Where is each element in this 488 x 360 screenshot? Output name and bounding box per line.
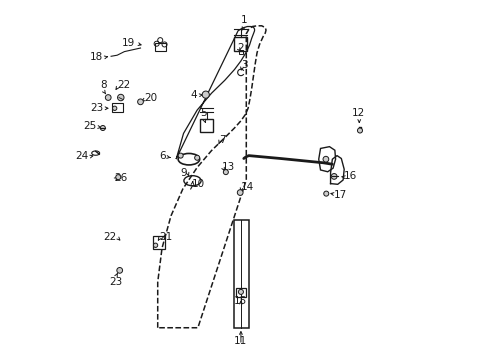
Text: 25: 25 (82, 121, 96, 131)
Text: 26: 26 (115, 173, 128, 183)
Text: 12: 12 (351, 108, 365, 118)
Circle shape (330, 174, 336, 179)
Text: 2: 2 (237, 44, 244, 53)
Circle shape (117, 94, 124, 101)
Bar (155, 43, 165, 51)
Circle shape (323, 156, 328, 162)
Circle shape (194, 155, 199, 160)
Circle shape (238, 289, 243, 294)
Text: 17: 17 (333, 190, 346, 200)
Circle shape (323, 191, 328, 196)
Bar (235, 288, 246, 297)
Text: 6: 6 (160, 151, 166, 161)
Circle shape (137, 99, 143, 105)
Circle shape (116, 175, 121, 180)
Text: 23: 23 (108, 277, 122, 287)
Text: 22: 22 (103, 232, 116, 242)
Circle shape (105, 95, 111, 100)
Circle shape (357, 128, 362, 133)
Text: 20: 20 (144, 93, 157, 103)
Text: 22: 22 (117, 80, 130, 90)
Bar (112, 103, 122, 112)
Text: 24: 24 (76, 151, 89, 161)
Text: 9: 9 (180, 168, 187, 178)
Text: 16: 16 (344, 171, 357, 181)
Text: 13: 13 (222, 162, 235, 172)
Bar (234, 37, 247, 51)
Text: 11: 11 (234, 336, 247, 346)
Text: 21: 21 (159, 232, 172, 242)
Circle shape (100, 126, 105, 131)
Text: 8: 8 (100, 80, 106, 90)
Text: 23: 23 (90, 103, 103, 113)
Text: 5: 5 (200, 108, 206, 118)
Bar (200, 119, 213, 132)
Text: 19: 19 (122, 38, 135, 48)
Circle shape (237, 190, 243, 195)
Text: 3: 3 (241, 60, 248, 70)
Bar (238, 50, 243, 54)
Text: 7: 7 (218, 135, 225, 145)
Circle shape (117, 267, 122, 273)
Circle shape (153, 243, 158, 247)
Circle shape (202, 91, 209, 98)
Bar (153, 236, 164, 249)
Text: 15: 15 (234, 296, 247, 306)
Text: 14: 14 (241, 182, 254, 192)
Text: 18: 18 (90, 51, 103, 62)
Text: 4: 4 (190, 90, 197, 100)
Text: 10: 10 (191, 179, 204, 189)
Circle shape (223, 170, 228, 175)
Text: 1: 1 (240, 15, 246, 25)
Circle shape (178, 153, 183, 158)
Circle shape (112, 106, 117, 111)
